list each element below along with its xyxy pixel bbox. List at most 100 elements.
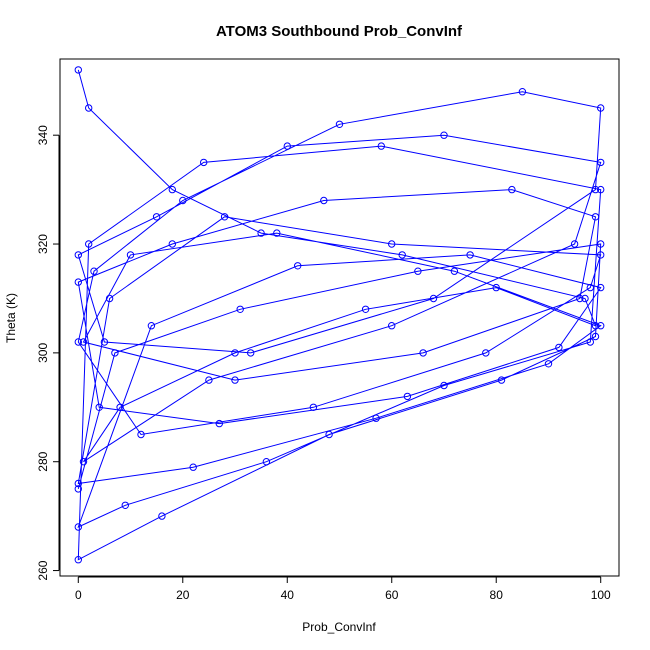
data-point bbox=[325, 430, 333, 439]
data-point bbox=[283, 142, 291, 150]
data-point bbox=[168, 240, 177, 248]
series-line bbox=[77, 69, 602, 561]
data-point bbox=[377, 142, 385, 150]
y-tick-label: 320 bbox=[36, 234, 50, 254]
data-point bbox=[215, 419, 224, 428]
data-point bbox=[570, 240, 579, 248]
y-axis-label: Theta (K) bbox=[4, 293, 18, 343]
data-point bbox=[597, 158, 605, 167]
data-point bbox=[205, 376, 213, 384]
data-point bbox=[591, 322, 600, 330]
data-point bbox=[482, 349, 490, 357]
data-point bbox=[429, 294, 438, 303]
data-point bbox=[220, 213, 229, 221]
data-point bbox=[79, 458, 88, 466]
data-point bbox=[492, 283, 500, 292]
data-point bbox=[79, 338, 88, 346]
data-point bbox=[74, 556, 83, 564]
data-point bbox=[111, 349, 119, 357]
data-point bbox=[273, 229, 281, 237]
data-point bbox=[555, 343, 563, 352]
data-point bbox=[361, 305, 370, 313]
data-point bbox=[440, 131, 448, 139]
data-point bbox=[388, 240, 396, 248]
data-point bbox=[85, 104, 93, 112]
data-point bbox=[508, 185, 516, 194]
x-axis-label: Prob_ConvInf bbox=[302, 620, 376, 634]
data-point bbox=[544, 360, 553, 368]
data-point bbox=[586, 283, 594, 292]
chart-title: ATOM3 Southbound Prob_ConvInf bbox=[216, 23, 463, 40]
x-axis: 0 20 40 60 80 100 bbox=[75, 576, 611, 602]
data-point bbox=[90, 267, 98, 275]
data-point bbox=[497, 376, 506, 384]
y-tick-label: 280 bbox=[36, 451, 50, 471]
data-point bbox=[126, 251, 135, 259]
data-point bbox=[597, 322, 605, 330]
data-point bbox=[294, 262, 302, 270]
data-point bbox=[262, 458, 271, 466]
data-point bbox=[147, 322, 156, 330]
data-point bbox=[74, 66, 83, 74]
data-point bbox=[189, 463, 197, 471]
data-point bbox=[105, 294, 114, 303]
data-point bbox=[74, 479, 83, 488]
data-point bbox=[597, 283, 605, 292]
series-layer bbox=[74, 66, 605, 564]
x-tick-label: 20 bbox=[176, 588, 190, 602]
data-point bbox=[247, 349, 255, 357]
data-point bbox=[591, 332, 600, 341]
data-point bbox=[581, 294, 589, 303]
y-tick-label: 260 bbox=[36, 560, 50, 580]
data-point bbox=[403, 392, 412, 401]
x-tick-label: 60 bbox=[385, 588, 399, 602]
data-point bbox=[85, 240, 93, 248]
data-point bbox=[597, 240, 605, 248]
data-point bbox=[597, 104, 605, 112]
x-tick-label: 0 bbox=[75, 588, 82, 602]
data-point bbox=[158, 512, 166, 520]
plot-frame bbox=[59, 58, 620, 577]
data-point bbox=[137, 430, 145, 439]
data-point bbox=[179, 196, 187, 205]
data-point bbox=[518, 88, 527, 96]
data-point bbox=[236, 305, 244, 313]
data-point bbox=[74, 338, 83, 346]
data-point bbox=[74, 278, 83, 286]
data-point bbox=[419, 349, 427, 357]
data-point bbox=[597, 251, 605, 259]
y-axis: 260 280 300 320 340 bbox=[36, 125, 60, 581]
data-point bbox=[116, 403, 124, 411]
data-point bbox=[597, 185, 605, 194]
data-point bbox=[576, 294, 584, 303]
data-point bbox=[398, 251, 406, 259]
y-tick-label: 300 bbox=[36, 343, 50, 363]
data-point bbox=[231, 349, 239, 357]
data-point bbox=[95, 403, 103, 411]
data-point bbox=[152, 213, 161, 221]
data-point bbox=[74, 485, 83, 493]
data-point bbox=[320, 196, 328, 205]
data-point bbox=[586, 338, 594, 346]
data-point bbox=[466, 251, 474, 259]
data-point bbox=[388, 322, 396, 330]
x-tick-label: 100 bbox=[591, 588, 611, 602]
data-point bbox=[335, 120, 344, 129]
data-point bbox=[200, 158, 208, 167]
data-point bbox=[414, 267, 422, 275]
x-tick-label: 40 bbox=[281, 588, 295, 602]
x-tick-label: 80 bbox=[490, 588, 504, 602]
data-point bbox=[450, 267, 459, 275]
data-point bbox=[591, 185, 600, 194]
data-point bbox=[591, 213, 600, 221]
data-point bbox=[257, 229, 265, 237]
data-point bbox=[121, 501, 130, 509]
data-point bbox=[231, 376, 239, 384]
data-point bbox=[372, 414, 380, 422]
y-tick-label: 340 bbox=[36, 125, 50, 145]
data-point bbox=[74, 251, 83, 259]
data-point bbox=[440, 381, 448, 390]
data-point bbox=[309, 403, 318, 411]
data-point bbox=[168, 185, 177, 194]
